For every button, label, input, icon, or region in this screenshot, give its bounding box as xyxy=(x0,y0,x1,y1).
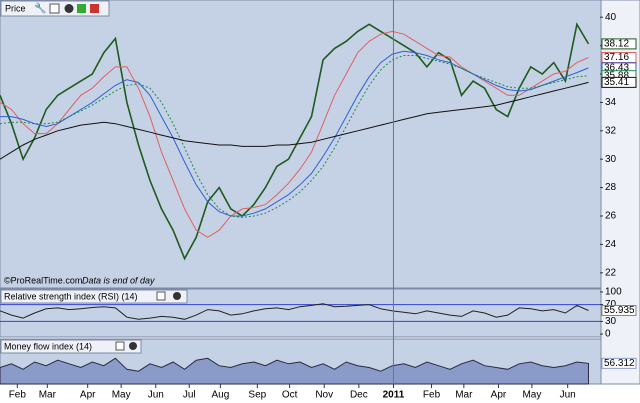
y-tick-label: 70 xyxy=(605,299,617,310)
window-icon[interactable] xyxy=(49,3,60,14)
x-tick-label: May xyxy=(112,390,131,401)
x-tick-label: Apr xyxy=(491,390,507,401)
watermark: ©ProRealTime.com xyxy=(4,275,82,285)
close-icon[interactable] xyxy=(64,4,74,13)
add-icon[interactable] xyxy=(77,4,86,13)
y-tick-label: 0 xyxy=(605,329,611,340)
x-tick-label: Feb xyxy=(423,390,441,401)
rsi-title: Relative strength index (RSI) (14) xyxy=(4,291,138,301)
x-tick-label: Dec xyxy=(350,390,368,401)
x-tick-label: May xyxy=(522,390,541,401)
last-value-label: 37.16 xyxy=(604,52,629,63)
indicator-line xyxy=(0,30,589,238)
last-value-label: 56.312 xyxy=(604,358,635,369)
watermark-note: Data is end of day xyxy=(82,275,155,285)
last-value-label: 36.43 xyxy=(604,63,629,74)
y-tick-label: 34 xyxy=(605,97,617,108)
close-icon[interactable] xyxy=(129,342,137,350)
price-line xyxy=(0,22,590,261)
last-value-box xyxy=(601,76,637,88)
window-icon[interactable] xyxy=(156,291,166,301)
y-tick-label: 28 xyxy=(605,182,617,193)
y-tick-label: 24 xyxy=(605,239,617,250)
last-value-box xyxy=(601,305,637,317)
x-tick-label: Feb xyxy=(9,390,27,401)
x-tick-label: Mar xyxy=(455,390,473,401)
last-value-label: 38.12 xyxy=(604,39,629,50)
mfi-header: Money flow index (14) xyxy=(0,339,142,354)
y-tick-label: 40 xyxy=(605,12,617,23)
y-tick-label: 26 xyxy=(605,211,617,222)
plots xyxy=(0,0,600,385)
x-tick-label: Sep xyxy=(248,390,266,401)
last-value-label: 35.88 xyxy=(604,70,629,81)
wrench-icon[interactable]: 🔧 xyxy=(34,2,46,15)
x-tick-label: Nov xyxy=(315,390,333,401)
last-value-box xyxy=(601,38,637,50)
x-tick-label: Oct xyxy=(282,390,298,401)
indicator-line xyxy=(0,81,589,160)
y-tick-label: 30 xyxy=(605,316,617,327)
y-tick-label: 22 xyxy=(605,267,617,278)
y-tick-label: 100 xyxy=(605,287,622,298)
close-icon[interactable] xyxy=(173,292,181,300)
x-tick-label: Jun xyxy=(560,390,576,401)
header-box xyxy=(0,289,188,304)
x-tick-label: Aug xyxy=(211,390,229,401)
last-value-label: 35.41 xyxy=(604,77,629,88)
y-tick-label: 30 xyxy=(605,154,617,165)
price-title: Price xyxy=(5,3,26,13)
price-header: Price 🔧 xyxy=(0,0,110,17)
x-tick-label: Jul xyxy=(183,390,196,401)
x-tick-label: Apr xyxy=(80,390,96,401)
remove-icon[interactable] xyxy=(90,4,99,13)
last-value-label: 55.935 xyxy=(604,305,635,316)
indicator-line xyxy=(0,50,589,217)
header-box xyxy=(0,339,142,354)
area xyxy=(0,357,590,385)
rsi-header: Relative strength index (RSI) (14) xyxy=(0,289,188,304)
mfi-title: Money flow index (14) xyxy=(4,341,92,351)
x-tick-label: Mar xyxy=(39,390,57,401)
x-tick-label: 2011 xyxy=(383,390,405,401)
window-icon[interactable] xyxy=(115,341,125,351)
last-value-box xyxy=(601,357,637,369)
x-tick-label: Jun xyxy=(148,390,164,401)
indicator-line xyxy=(0,303,589,320)
y-tick-label: 32 xyxy=(605,125,617,136)
